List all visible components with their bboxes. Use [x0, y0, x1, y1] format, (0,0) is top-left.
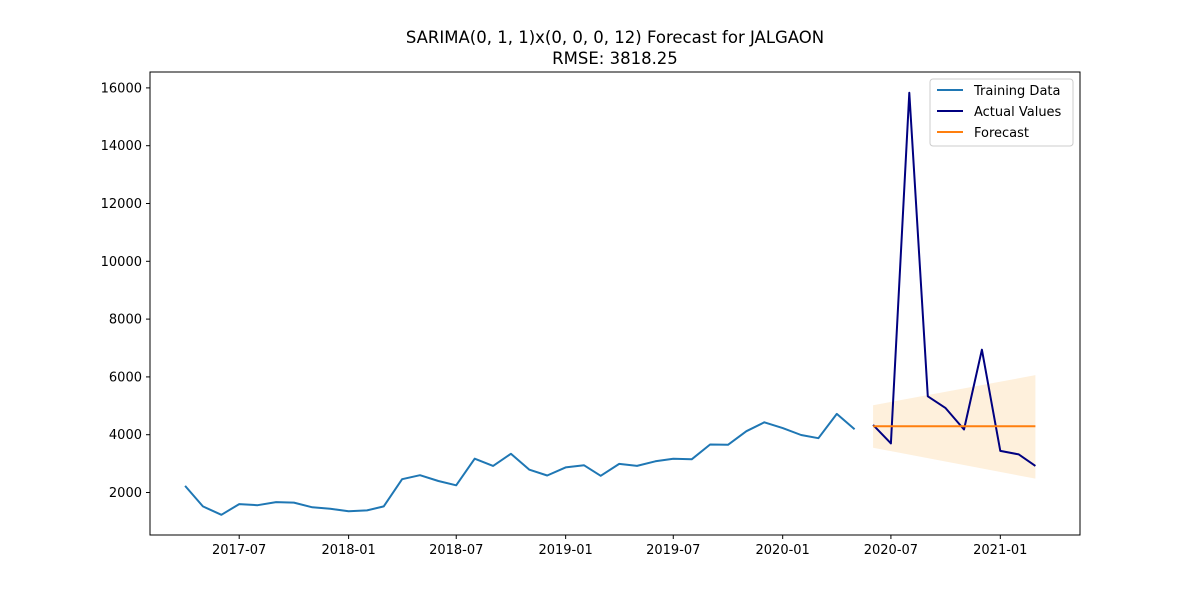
x-tick-label: 2021-01 [973, 543, 1027, 558]
x-tick-label: 2020-07 [864, 543, 918, 558]
x-tick-label: 2018-07 [429, 543, 483, 558]
chart-subtitle: RMSE: 3818.25 [552, 49, 678, 68]
x-tick-label: 2017-07 [212, 543, 266, 558]
legend-label-actual: Actual Values [974, 105, 1062, 120]
y-tick-label: 14000 [101, 139, 142, 154]
y-tick-label: 12000 [101, 197, 142, 212]
chart-title: SARIMA(0, 1, 1)x(0, 0, 0, 12) Forecast f… [406, 28, 824, 47]
legend-label-forecast: Forecast [974, 126, 1029, 141]
y-tick-label: 6000 [109, 370, 142, 385]
y-tick-label: 2000 [109, 486, 142, 501]
plot-area-frame [149, 71, 1081, 536]
series-line-actual-values [872, 91, 1036, 467]
y-axis: 2000 4000 6000 8000 10000 12000 14000 16000 [101, 81, 150, 501]
y-tick-label: 8000 [109, 313, 142, 328]
y-tick-label: 10000 [101, 255, 142, 270]
y-tick-label: 4000 [109, 428, 142, 443]
x-tick-label: 2019-07 [646, 543, 700, 558]
x-tick-label: 2020-01 [756, 543, 810, 558]
legend-box [929, 78, 1074, 147]
x-tick-label: 2018-01 [321, 543, 375, 558]
x-axis: 2017-07 2018-01 2018-07 2019-01 2019-07 2020-… [212, 535, 1027, 558]
x-tick-label: 2019-01 [538, 543, 592, 558]
series-layer [184, 91, 1036, 516]
series-line-training-data [184, 412, 856, 516]
legend-label-training: Training Data [973, 84, 1060, 99]
y-tick-label: 16000 [101, 81, 142, 96]
legend: Training Data Actual Values Forecast [929, 78, 1074, 147]
